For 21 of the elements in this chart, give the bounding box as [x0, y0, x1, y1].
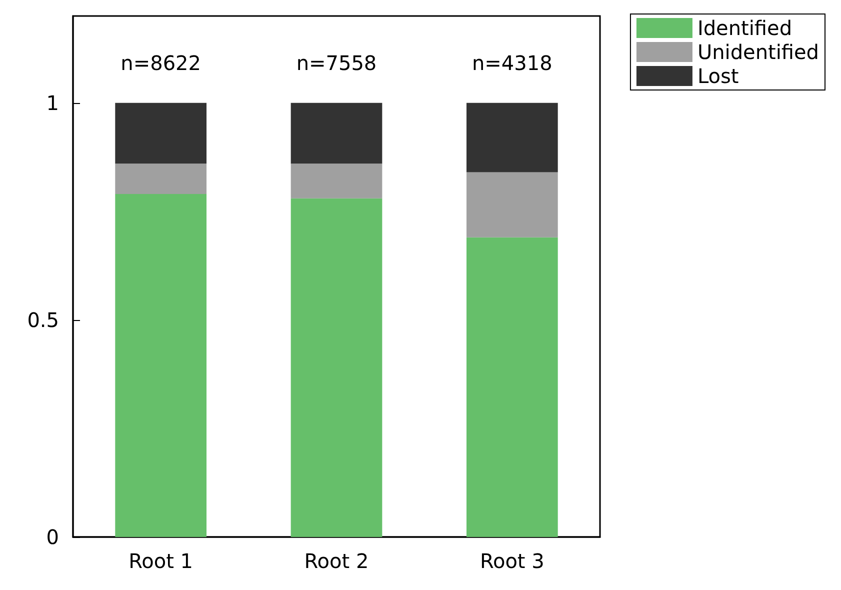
bar: [466, 172, 558, 238]
bar: [115, 194, 207, 537]
annotation: n=7558: [296, 51, 377, 75]
annotation: n=8622: [120, 51, 202, 75]
annotation: n=4318: [472, 51, 552, 75]
y-tick-label: 1: [46, 90, 59, 115]
bar: [466, 237, 558, 537]
legend-label: Lost: [697, 64, 739, 88]
y-tick-label: 0: [46, 525, 59, 549]
legend-label: Unidentified: [697, 40, 820, 64]
bar: [290, 198, 382, 537]
bar: [290, 102, 382, 164]
bar: [115, 102, 207, 164]
x-tick-label: Root 3: [480, 549, 544, 573]
legend-label: Identified: [697, 16, 792, 40]
bar: [466, 102, 558, 172]
x-tick-label: Root 1: [128, 549, 194, 573]
bar: [290, 164, 382, 198]
y-tick-label: 0.5: [27, 308, 59, 332]
bar: [115, 164, 207, 194]
x-tick-label: Root 2: [304, 549, 369, 573]
